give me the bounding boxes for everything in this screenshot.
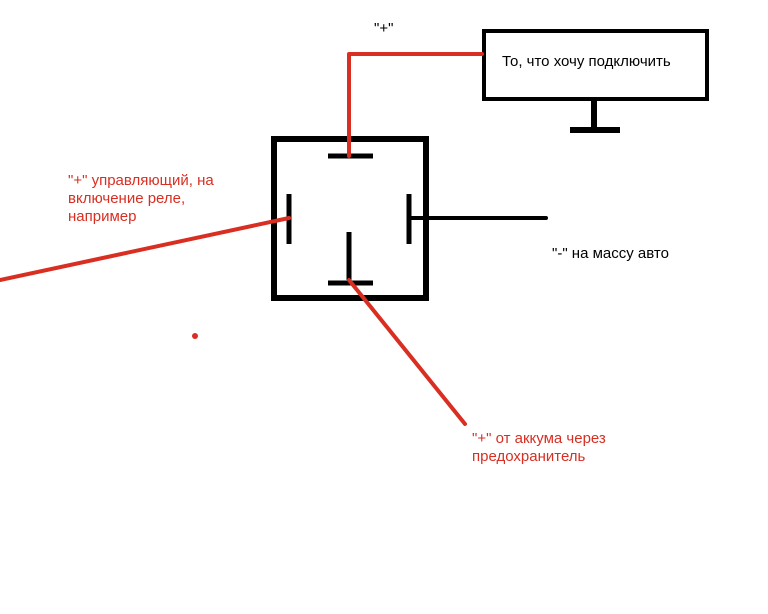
device-label: То, что хочу подключить	[502, 53, 671, 71]
diagram-svg	[0, 0, 768, 614]
diagram-canvas: "+" То, что хочу подключить "+" управляющи…	[0, 0, 768, 614]
plus-top-label: "+"	[374, 20, 393, 38]
stray-dot	[192, 333, 198, 339]
wire-2	[349, 280, 465, 424]
control-plus-label: "+" управляющий, на включение реле, напр…	[68, 172, 214, 226]
fuse-plus-label: "+" от аккума через предохранитель	[472, 430, 606, 466]
ground-auto-label: "-" на массу авто	[552, 245, 669, 263]
wire-1	[0, 218, 289, 280]
